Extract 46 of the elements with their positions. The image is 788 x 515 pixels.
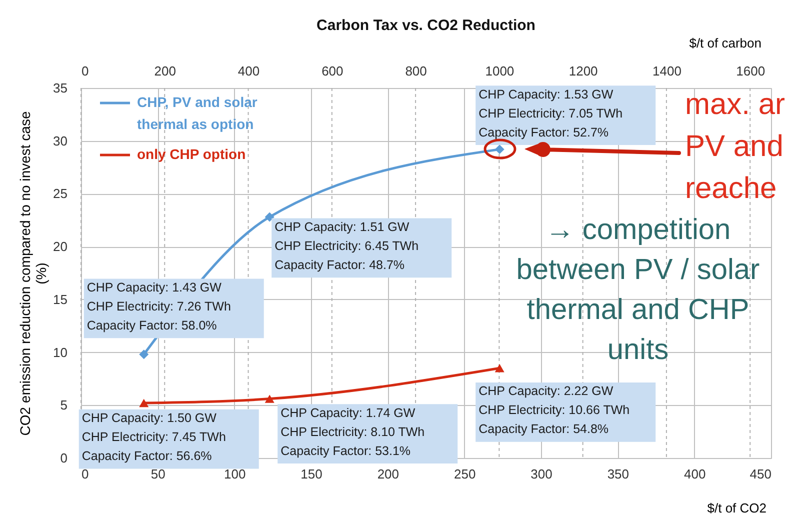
x-tick-label: 300 — [530, 466, 552, 482]
x2-tick-label: 200 — [154, 64, 176, 78]
y-tick-label: 30 — [53, 133, 68, 148]
x-tick-label: 200 — [377, 466, 400, 482]
y-tick-label: 20 — [53, 239, 68, 254]
annotation: → competition between PV / solar thermal and CHP units — [516, 214, 760, 366]
annotation: CHP Capacity: 1.51 GW CHP Electricity: 6.45 TWh Capacity Factor: 48.7% — [274, 220, 419, 272]
x-tick-label: 450 — [750, 466, 772, 482]
y-tick-label: 10 — [53, 344, 68, 360]
annotation: CHP Capacity: 1.50 GW CHP Electricity: 7.45 TWh Capacity Factor: 56.6% — [82, 411, 226, 464]
x-axis-title: $/t of CO2 — [707, 500, 766, 515]
x-tick-label: 150 — [300, 466, 322, 482]
x-tick-label: 100 — [224, 466, 246, 482]
y-tick-label: 35 — [53, 80, 68, 96]
annotation: CHP Capacity: 1.43 GW CHP Electricity: 7.26 TWh Capacity Factor: 58.0% — [86, 280, 231, 332]
point — [494, 364, 504, 372]
legend-label: CHP, PV and solar thermal as option — [137, 94, 258, 132]
y-tick-label: 0 — [60, 450, 68, 466]
legend-label: only CHP option — [137, 146, 246, 162]
y-tick-label: 15 — [53, 292, 68, 307]
chart-title: Carbon Tax vs. CO2 Reduction — [316, 17, 536, 34]
x2-tick-label: 600 — [322, 64, 344, 78]
y-tick-label: 5 — [60, 398, 68, 413]
x2-tick-label: 1000 — [485, 64, 514, 78]
annotation: max. ar PV and reache — [685, 88, 786, 205]
y-tick-label: 25 — [53, 186, 68, 202]
point — [264, 212, 274, 222]
x2-tick-label: 1200 — [568, 64, 598, 78]
x-tick-label: 0 — [82, 466, 89, 482]
x-tick-label: 250 — [454, 466, 476, 482]
annotation: CHP Capacity: 1.53 GW CHP Electricity: 7.05 TWh Capacity Factor: 52.7% — [478, 87, 623, 140]
point — [264, 394, 274, 403]
x2-tick-label: 1400 — [652, 64, 682, 78]
point — [139, 398, 149, 408]
x-tick-label: 350 — [607, 466, 630, 482]
annotation: CHP Capacity: 1.74 GW CHP Electricity: 8.10 TWh Capacity Factor: 53.1% — [280, 406, 425, 458]
x2-tick-label: 400 — [238, 64, 260, 78]
x2-axis-title: $/t of carbon — [689, 36, 762, 50]
annotation: CHP Capacity: 2.22 GW CHP Electricity: 10.66 TWh Capacity Factor: 54.8% — [478, 384, 630, 436]
y-axis-title: CO2 emission reduction compared to no invest case (%) — [17, 111, 50, 436]
x2-tick-label: 1600 — [736, 64, 766, 78]
point — [139, 350, 149, 360]
x2-tick-label: 0 — [82, 64, 89, 78]
x2-tick-label: 800 — [405, 64, 427, 78]
x-tick-label: 50 — [150, 466, 166, 482]
x-tick-label: 400 — [684, 466, 706, 482]
